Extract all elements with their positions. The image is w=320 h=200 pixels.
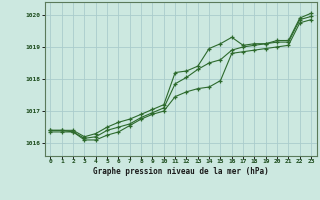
X-axis label: Graphe pression niveau de la mer (hPa): Graphe pression niveau de la mer (hPa) bbox=[93, 167, 269, 176]
